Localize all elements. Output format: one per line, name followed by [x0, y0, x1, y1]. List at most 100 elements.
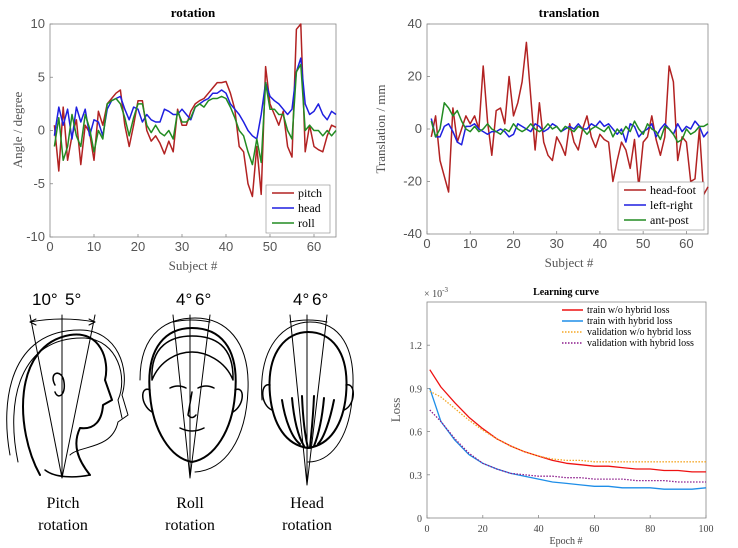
- legend-label-pitch: pitch: [298, 186, 322, 200]
- head-angle-arc: [289, 319, 328, 323]
- pitch-head-ghost-2: [13, 337, 123, 463]
- learning-series-validation-with-hybrid-loss: [429, 409, 706, 483]
- roll-caption-line1: Roll: [176, 495, 204, 512]
- translation-ytick-label: -40: [403, 226, 422, 241]
- head-sight-lines: [289, 314, 328, 486]
- pitch-sight-lines: [29, 314, 96, 479]
- learning-scale-exponent: -3: [442, 286, 448, 294]
- legend-label-roll: roll: [298, 216, 315, 230]
- rotation-xtick-label: 30: [175, 239, 189, 254]
- learning-plot-area: [426, 301, 707, 519]
- roll-left-angle: 4°: [176, 290, 192, 309]
- rotation-xtick-label: 20: [131, 239, 145, 254]
- translation-series: [430, 41, 709, 196]
- learning-ytick-label: 0.3: [410, 471, 423, 482]
- rotation-title: rotation: [171, 5, 216, 20]
- learning-series-train-w-o-hybrid-loss: [429, 369, 706, 473]
- rotation-ytick-label: 10: [31, 16, 45, 31]
- translation-xtick-label: 20: [506, 236, 520, 251]
- roll-caption-line2: rotation: [165, 517, 215, 534]
- rotation-ytick-label: -5: [33, 176, 45, 191]
- translation-ytick-label: 20: [408, 69, 422, 84]
- legend-label-val-wo: validation w/o hybrid loss: [587, 327, 691, 338]
- head-caption-line1: Head: [290, 495, 324, 512]
- translation-title: translation: [539, 5, 600, 20]
- translation-ytick-label: 40: [408, 16, 422, 31]
- learning-ytick-label: 0.6: [410, 428, 423, 439]
- pitch-neck: [44, 469, 91, 478]
- legend-label-train-with: train with hybrid loss: [587, 316, 672, 327]
- pitch-head-ghost-1: [6, 329, 129, 456]
- pitch-ear: [52, 372, 66, 397]
- pitch-left-angle: 10°: [32, 290, 58, 309]
- rotation-legend-box: [265, 184, 331, 234]
- legend-label-ant-post: ant-post: [650, 213, 689, 227]
- translation-xtick-label: 30: [549, 236, 563, 251]
- learning-curve-chart: Learning curve × 10-3 Epoch # Loss 0 20 40…: [388, 286, 714, 547]
- rotation-ticks: 0 10 20 30 40 50 60 -10 -5 0 5 10: [26, 16, 321, 254]
- translation-xtick-label: 10: [463, 236, 477, 251]
- head-ghost: [261, 321, 354, 463]
- pitch-caption-line2: rotation: [38, 517, 88, 534]
- rotation-xtick-label: 40: [219, 239, 233, 254]
- translation-ytick-label: -20: [403, 174, 422, 189]
- learning-series-validation-w-o-hybrid-loss: [429, 390, 706, 463]
- rotation-xtick-label: 60: [307, 239, 321, 254]
- roll-ears: [142, 388, 243, 413]
- rotation-xtick-label: 10: [87, 239, 101, 254]
- translation-ytick-label: 0: [415, 121, 422, 136]
- head-outline: [268, 331, 348, 449]
- rotation-ylabel: Angle / degree: [10, 92, 25, 169]
- learning-ytick-label: 0.9: [410, 384, 423, 395]
- rotation-series-pitch: [53, 23, 337, 198]
- roll-head-outline: [148, 327, 237, 463]
- head-illustration: 4° 6° Head rotation: [261, 290, 354, 534]
- rotation-xtick-label: 0: [46, 239, 53, 254]
- rotation-xlabel: Subject #: [169, 258, 218, 273]
- learning-ytick-label: 1.2: [410, 341, 423, 352]
- learning-scale-label: × 10-3: [424, 286, 448, 300]
- learning-xtick-label: 80: [645, 524, 655, 535]
- roll-angle-arc: [172, 319, 211, 323]
- legend-label-left-right: left-right: [650, 198, 693, 212]
- pitch-angle-arrows: [29, 318, 96, 326]
- legend-label-head: head: [298, 201, 321, 215]
- translation-legend: head-foot left-right ant-post: [617, 181, 705, 231]
- rotation-series: [53, 23, 337, 198]
- learning-legend: train w/o hybrid loss train with hybrid …: [562, 305, 694, 349]
- translation-xlabel: Subject #: [545, 255, 594, 270]
- translation-xtick-label: 50: [636, 236, 650, 251]
- roll-right-angle: 6°: [195, 290, 211, 309]
- pitch-right-angle: 5°: [65, 290, 81, 309]
- legend-label-head-foot: head-foot: [650, 183, 697, 197]
- head-illustrations: 10° 5° Pitch rotation 4° 6° Roll rota: [6, 290, 354, 534]
- head-left-angle: 4°: [293, 290, 309, 309]
- learning-ylabel: Loss: [388, 398, 403, 423]
- rotation-ytick-label: 0: [38, 123, 45, 138]
- learning-xtick-label: 0: [425, 524, 430, 535]
- learning-scale-base: × 10: [424, 289, 442, 300]
- pitch-illustration: 10° 5° Pitch rotation: [6, 290, 129, 534]
- translation-xtick-label: 0: [423, 236, 430, 251]
- roll-head-ghost: [139, 317, 249, 473]
- legend-label-val-with: validation with hybrid loss: [587, 338, 694, 349]
- roll-illustration: 4° 6° Roll rotation: [139, 290, 249, 534]
- learning-ytick-label: 0: [417, 514, 422, 525]
- pitch-head-outline: [22, 333, 113, 476]
- learning-xlabel: Epoch #: [549, 536, 582, 547]
- translation-ticks: 0 10 20 30 40 50 60 -40 -20 0 20 40: [403, 16, 693, 251]
- translation-ylabel: Translation / mm: [373, 84, 388, 173]
- learning-title: Learning curve: [533, 287, 599, 298]
- translation-series-ant-post: [430, 102, 709, 143]
- rotation-chart: rotation Subject # Angle / degree 0 10 20 3…: [10, 5, 337, 273]
- translation-xtick-label: 60: [679, 236, 693, 251]
- head-ears: [262, 384, 354, 411]
- head-right-angle: 6°: [312, 290, 328, 309]
- learning-series: [429, 369, 707, 490]
- learning-xtick-label: 20: [478, 524, 488, 535]
- rotation-ytick-label: -10: [26, 229, 45, 244]
- learning-series-train-with-hybrid-loss: [429, 388, 707, 490]
- pitch-caption-line1: Pitch: [47, 495, 80, 512]
- translation-series-left-right: [430, 118, 709, 146]
